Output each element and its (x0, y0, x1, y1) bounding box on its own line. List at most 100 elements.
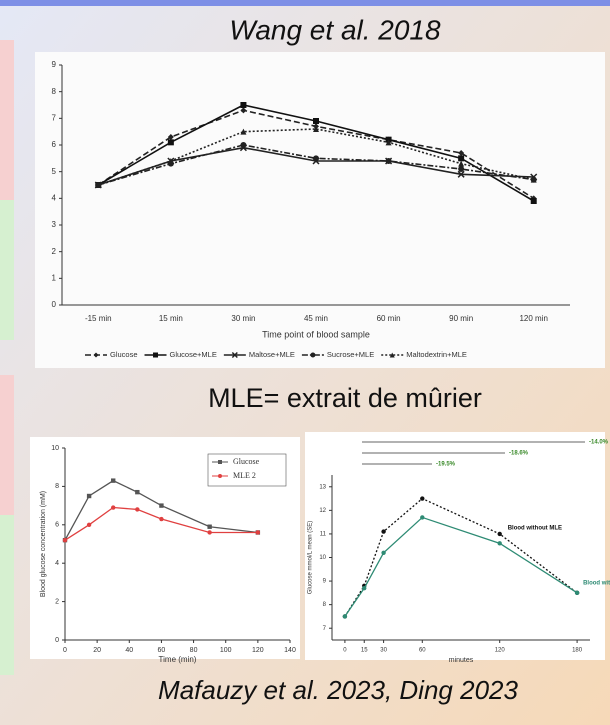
marker (159, 516, 164, 522)
x-tick-label: 45 min (304, 314, 328, 323)
legend-marker (93, 352, 99, 358)
legend-label: Glucose (110, 350, 138, 359)
y-tick-label: 3 (52, 220, 57, 229)
y-tick-label: 6 (55, 522, 59, 529)
legend-label: Maltodextrin+MLE (406, 350, 467, 359)
marker (207, 524, 212, 529)
marker (313, 118, 319, 124)
x-tick-label: 60 (419, 648, 426, 654)
heading: Wang et al. 2018 (229, 14, 441, 45)
marker (167, 158, 174, 164)
x-tick-label: 30 (380, 648, 387, 654)
marker (420, 496, 425, 501)
x-tick-label: -15 min (85, 314, 112, 323)
chart-panel (305, 432, 605, 660)
x-tick-label: 140 (284, 647, 296, 654)
marker (530, 198, 537, 204)
marker (95, 182, 102, 188)
annotation: -18.6% (509, 451, 529, 457)
x-tick-label: 30 min (231, 314, 255, 323)
marker (385, 158, 392, 164)
marker (86, 522, 92, 527)
note: MLE= extrait de mûrier (208, 383, 482, 413)
y-axis-label: Glucose mmol/L mean (SE) (308, 521, 314, 594)
chart-panel (35, 52, 605, 368)
marker (135, 489, 140, 495)
x-tick-label: 0 (63, 647, 67, 654)
marker (530, 176, 537, 183)
y-tick-label: 1 (52, 273, 57, 282)
marker (86, 493, 92, 499)
y-tick-label: 10 (51, 445, 59, 452)
y-tick-label: 13 (319, 484, 326, 490)
x-tick-label: 40 (125, 647, 133, 654)
x-tick-label: 180 (572, 648, 583, 654)
legend-box (207, 453, 287, 487)
marker (342, 614, 348, 619)
y-tick-label: 6 (52, 140, 57, 149)
y-tick-label: 8 (55, 483, 59, 490)
side-panel (0, 515, 14, 675)
marker (457, 170, 465, 178)
legend-label: Sucrose+MLE (327, 350, 374, 359)
y-tick-label: 8 (52, 87, 57, 96)
legend-marker (218, 474, 222, 478)
x-tick-label: 15 (361, 648, 368, 654)
marker (381, 529, 386, 534)
y-tick-label: 5 (52, 167, 57, 176)
y-tick-label: 10 (319, 555, 326, 561)
series-line (344, 497, 578, 617)
legend-marker (310, 352, 316, 358)
y-tick-label: 4 (52, 193, 57, 202)
marker (240, 128, 247, 135)
x-tick-label: 120 (252, 647, 264, 654)
legend-marker (389, 352, 395, 358)
legend-label: Blood without MLE (508, 526, 562, 532)
marker (497, 541, 502, 546)
marker (420, 515, 425, 520)
y-tick-label: 0 (55, 637, 59, 644)
x-tick-label: 90 min (449, 314, 473, 323)
x-tick-label: 15 min (159, 314, 183, 323)
y-tick-label: 11 (320, 532, 327, 538)
marker (159, 503, 164, 508)
y-tick-label: 9 (52, 60, 57, 69)
x-tick-label: 20 (93, 647, 101, 654)
marker (167, 139, 174, 146)
side-panel (0, 40, 14, 200)
marker (362, 585, 367, 591)
legend-marker (153, 352, 159, 358)
marker (255, 530, 261, 535)
y-tick-label: 7 (52, 113, 57, 122)
marker (574, 590, 580, 596)
annotation: -14.0% (589, 440, 609, 446)
x-tick-label: 120 (495, 648, 506, 654)
x-tick-label: 80 (190, 647, 198, 654)
legend-label: Glucose (233, 457, 260, 466)
y-tick-label: 9 (323, 579, 327, 585)
caption: Mafauzy et al. 2023, Ding 2023 (158, 675, 518, 705)
marker (458, 155, 465, 162)
marker (135, 507, 140, 512)
marker (240, 107, 247, 114)
x-tick-label: 60 (158, 647, 166, 654)
marker (497, 531, 502, 537)
legend-label: Maltose+MLE (249, 350, 295, 359)
marker (313, 126, 319, 132)
y-tick-label: 2 (55, 598, 59, 605)
x-tick-label: 120 min (519, 314, 547, 323)
side-panel (0, 375, 14, 515)
marker (240, 102, 247, 108)
marker (207, 530, 212, 535)
marker (111, 505, 116, 510)
y-tick-label: 7 (323, 626, 327, 632)
series-line (344, 516, 578, 617)
x-axis-label: Time (min) (159, 655, 197, 664)
legend-marker (218, 460, 222, 464)
side-panel (0, 200, 14, 340)
y-tick-label: 12 (319, 508, 326, 514)
marker (458, 160, 465, 167)
y-tick-label: 8 (323, 602, 327, 608)
x-tick-label: 60 min (377, 314, 401, 323)
y-axis-label: Blood glucose concentration (mM) (40, 491, 47, 597)
